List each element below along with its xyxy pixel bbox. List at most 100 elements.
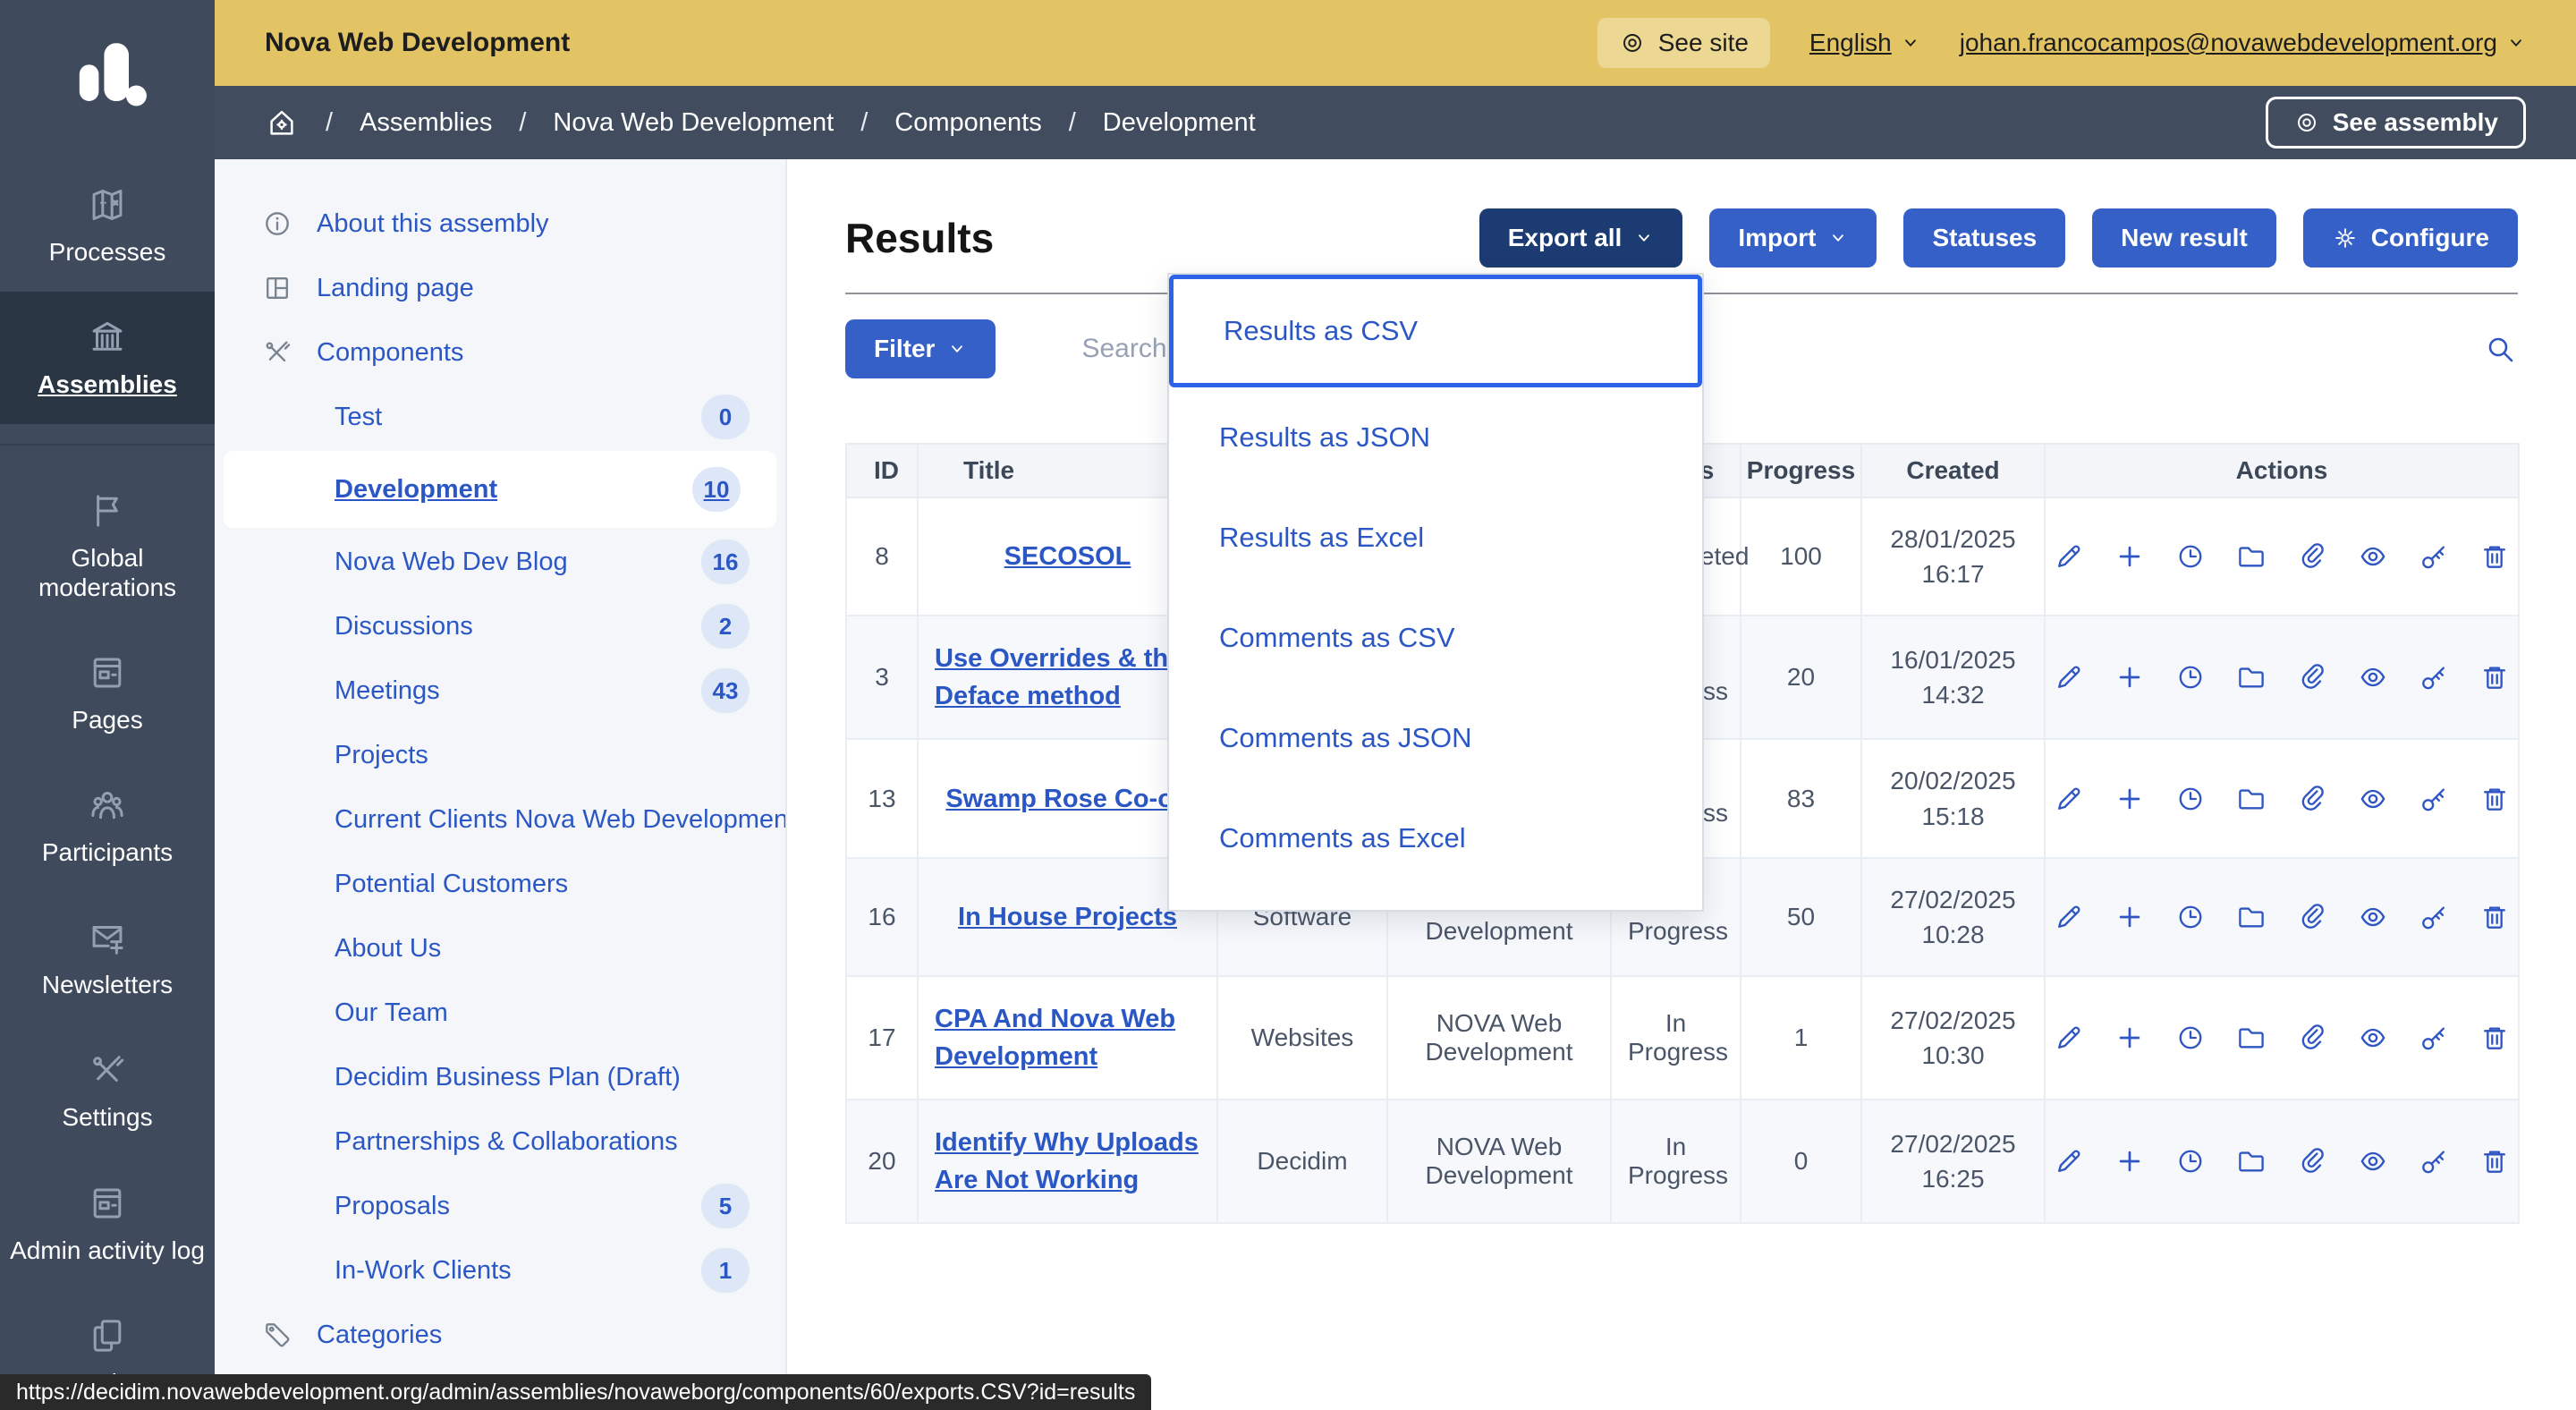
preview-icon[interactable] (2357, 661, 2389, 693)
sidebar-item-assemblies[interactable]: Assemblies (0, 292, 215, 425)
component-item-our-team[interactable]: Our Team (335, 998, 448, 1027)
result-title-link[interactable]: CPA And Nova Web Development (935, 1005, 1176, 1072)
component-item-potential-customers[interactable]: Potential Customers (335, 869, 569, 898)
history-icon[interactable] (2174, 901, 2207, 933)
menu-item-results-csv[interactable]: Results as CSV (1169, 275, 1702, 387)
permissions-icon[interactable] (2418, 661, 2450, 693)
breadcrumb-component[interactable]: Development (1102, 107, 1256, 137)
preview-icon[interactable] (2357, 1022, 2389, 1054)
component-item-projects[interactable]: Projects (335, 740, 428, 769)
add-icon[interactable] (2114, 661, 2146, 693)
component-item-development[interactable]: Development 10 (224, 451, 776, 528)
breadcrumb-components[interactable]: Components (894, 107, 1042, 137)
component-item-test[interactable]: Test 0 (215, 385, 785, 449)
component-item-proposals[interactable]: Proposals 5 (215, 1174, 785, 1238)
permissions-icon[interactable] (2418, 901, 2450, 933)
result-title-link[interactable]: Use Overrides & the Deface method (935, 644, 1183, 711)
menu-item-results-json[interactable]: Results as JSON (1219, 421, 1431, 453)
filter-button[interactable]: Filter (845, 319, 996, 378)
history-icon[interactable] (2174, 1022, 2207, 1054)
delete-icon[interactable] (2479, 1022, 2511, 1054)
delete-icon[interactable] (2479, 540, 2511, 573)
attachments-icon[interactable] (2296, 540, 2328, 573)
home-icon[interactable] (265, 106, 299, 140)
edit-icon[interactable] (2053, 901, 2085, 933)
component-item-meetings[interactable]: Meetings 43 (215, 658, 785, 723)
delete-icon[interactable] (2479, 901, 2511, 933)
result-title-link[interactable]: Swamp Rose Co-op (945, 784, 1190, 813)
statuses-button[interactable]: Statuses (1903, 208, 2066, 268)
edit-icon[interactable] (2053, 661, 2085, 693)
attachments-icon[interactable] (2296, 901, 2328, 933)
see-assembly-button[interactable]: See assembly (2265, 97, 2526, 149)
import-button[interactable]: Import (1709, 208, 1877, 268)
folder-icon[interactable] (2235, 901, 2267, 933)
folder-icon[interactable] (2235, 1145, 2267, 1177)
permissions-icon[interactable] (2418, 1145, 2450, 1177)
sidebar-item-categories[interactable]: Categories (215, 1303, 785, 1367)
attachments-icon[interactable] (2296, 1022, 2328, 1054)
configure-button[interactable]: Configure (2302, 208, 2518, 268)
menu-item-comments-csv[interactable]: Comments as CSV (1219, 622, 1455, 653)
attachments-icon[interactable] (2296, 783, 2328, 815)
component-item-about-us[interactable]: About Us (335, 933, 442, 963)
user-menu[interactable]: johan.francocampos@novawebdevelopment.or… (1960, 29, 2526, 57)
new-result-button[interactable]: New result (2092, 208, 2276, 268)
sidebar-item-participants[interactable]: Participants (0, 760, 215, 892)
sidebar-item-settings[interactable]: Settings (0, 1024, 215, 1157)
menu-item-comments-json[interactable]: Comments as JSON (1219, 722, 1472, 753)
decidim-logo[interactable] (0, 0, 215, 159)
breadcrumb-assembly[interactable]: Nova Web Development (553, 107, 835, 137)
component-item-partnerships[interactable]: Partnerships & Collaborations (335, 1126, 678, 1156)
component-item-in-work-clients[interactable]: In-Work Clients 1 (215, 1238, 785, 1303)
sidebar-item-landing-page[interactable]: Landing page (215, 256, 785, 320)
result-title-link[interactable]: In House Projects (958, 903, 1177, 931)
add-icon[interactable] (2114, 1022, 2146, 1054)
component-item-nova-web-dev-blog[interactable]: Nova Web Dev Blog 16 (215, 530, 785, 594)
language-menu[interactable]: English (1809, 29, 1920, 57)
edit-icon[interactable] (2053, 783, 2085, 815)
sidebar-item-pages[interactable]: Pages (0, 627, 215, 760)
history-icon[interactable] (2174, 783, 2207, 815)
sidebar-item-admin-activity-log[interactable]: Admin activity log (0, 1158, 215, 1290)
sidebar-item-about-assembly[interactable]: About this assembly (215, 191, 785, 256)
see-site-button[interactable]: See site (1597, 18, 1770, 68)
component-item-current-clients[interactable]: Current Clients Nova Web Development (335, 804, 787, 834)
sidebar-item-components[interactable]: Components (215, 320, 785, 385)
result-title-link[interactable]: Identify Why Uploads Are Not Working (935, 1128, 1199, 1195)
add-icon[interactable] (2114, 1145, 2146, 1177)
sidebar-item-processes[interactable]: Processes (0, 159, 215, 292)
sidebar-item-global-moderations[interactable]: Global moderations (0, 465, 215, 626)
delete-icon[interactable] (2479, 783, 2511, 815)
preview-icon[interactable] (2357, 901, 2389, 933)
permissions-icon[interactable] (2418, 783, 2450, 815)
folder-icon[interactable] (2235, 783, 2267, 815)
breadcrumb-assemblies[interactable]: Assemblies (360, 107, 493, 137)
add-icon[interactable] (2114, 540, 2146, 573)
folder-icon[interactable] (2235, 661, 2267, 693)
menu-item-comments-excel[interactable]: Comments as Excel (1219, 822, 1466, 854)
delete-icon[interactable] (2479, 1145, 2511, 1177)
preview-icon[interactable] (2357, 1145, 2389, 1177)
sidebar-item-newsletters[interactable]: Newsletters (0, 892, 215, 1024)
permissions-icon[interactable] (2418, 1022, 2450, 1054)
edit-icon[interactable] (2053, 1022, 2085, 1054)
add-icon[interactable] (2114, 901, 2146, 933)
history-icon[interactable] (2174, 1145, 2207, 1177)
result-title-link[interactable]: SECOSOL (1004, 542, 1131, 572)
component-item-discussions[interactable]: Discussions 2 (215, 594, 785, 658)
folder-icon[interactable] (2235, 540, 2267, 573)
component-item-decidim-business-plan[interactable]: Decidim Business Plan (Draft) (335, 1062, 681, 1091)
edit-icon[interactable] (2053, 540, 2085, 573)
add-icon[interactable] (2114, 783, 2146, 815)
edit-icon[interactable] (2053, 1145, 2085, 1177)
history-icon[interactable] (2174, 540, 2207, 573)
delete-icon[interactable] (2479, 661, 2511, 693)
folder-icon[interactable] (2235, 1022, 2267, 1054)
attachments-icon[interactable] (2296, 661, 2328, 693)
preview-icon[interactable] (2357, 540, 2389, 573)
preview-icon[interactable] (2357, 783, 2389, 815)
history-icon[interactable] (2174, 661, 2207, 693)
menu-item-results-excel[interactable]: Results as Excel (1219, 522, 1425, 553)
export-all-button[interactable]: Export all (1479, 208, 1683, 268)
